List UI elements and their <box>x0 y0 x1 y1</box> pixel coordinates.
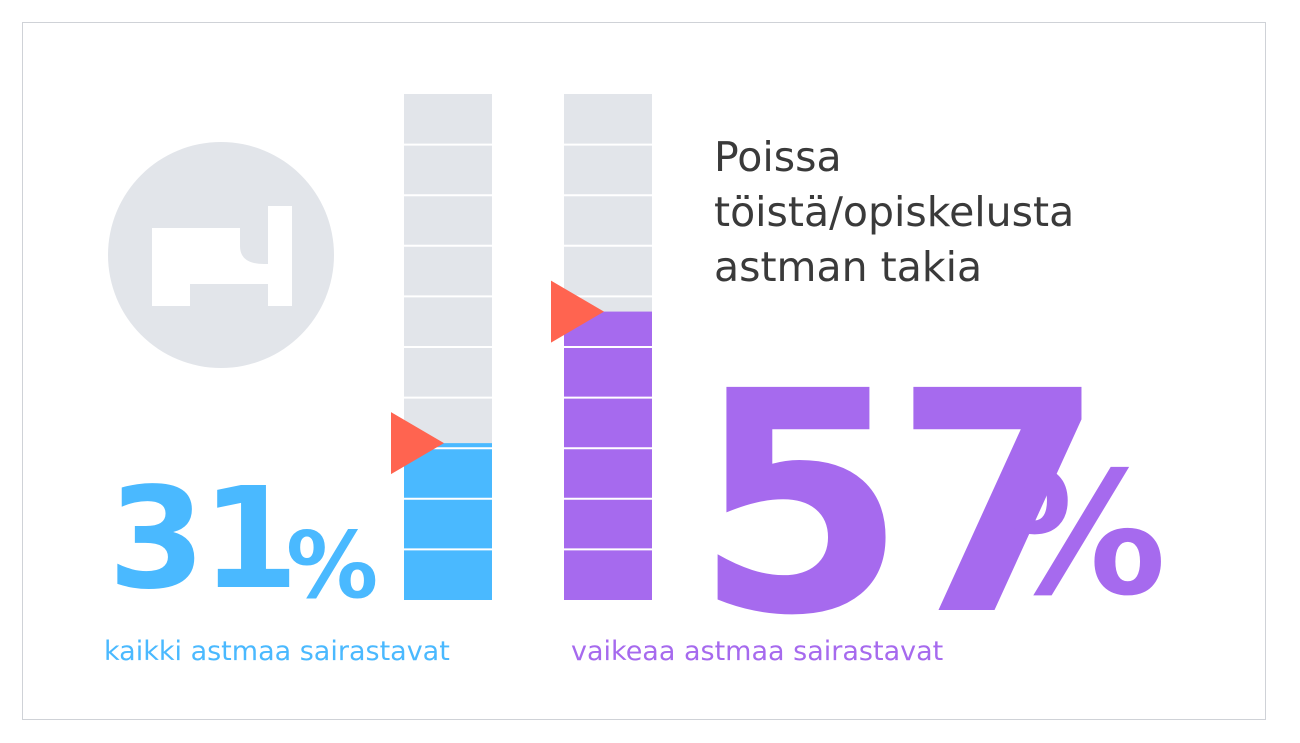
bar-fill <box>404 443 492 600</box>
value-label-all: 31 <box>108 458 299 621</box>
value-marker <box>391 412 444 475</box>
value-marker <box>551 280 604 343</box>
category-label-all: kaikki astmaa sairastavat <box>104 636 450 667</box>
category-label-severe: vaikeaa astmaa sairastavat <box>571 636 944 667</box>
chart-title: Poissa töistä/opiskelusta astman takia <box>714 130 1074 295</box>
title-line-1: Poissa <box>714 133 842 181</box>
percent-sign-all: % <box>286 512 379 619</box>
title-line-2: töistä/opiskelusta <box>714 188 1075 236</box>
bar-fill <box>564 311 652 600</box>
percent-sign-severe: % <box>996 436 1167 634</box>
title-line-3: astman takia <box>714 243 983 291</box>
value-label-severe: 57 <box>694 327 1106 683</box>
bed-icon <box>108 142 334 368</box>
